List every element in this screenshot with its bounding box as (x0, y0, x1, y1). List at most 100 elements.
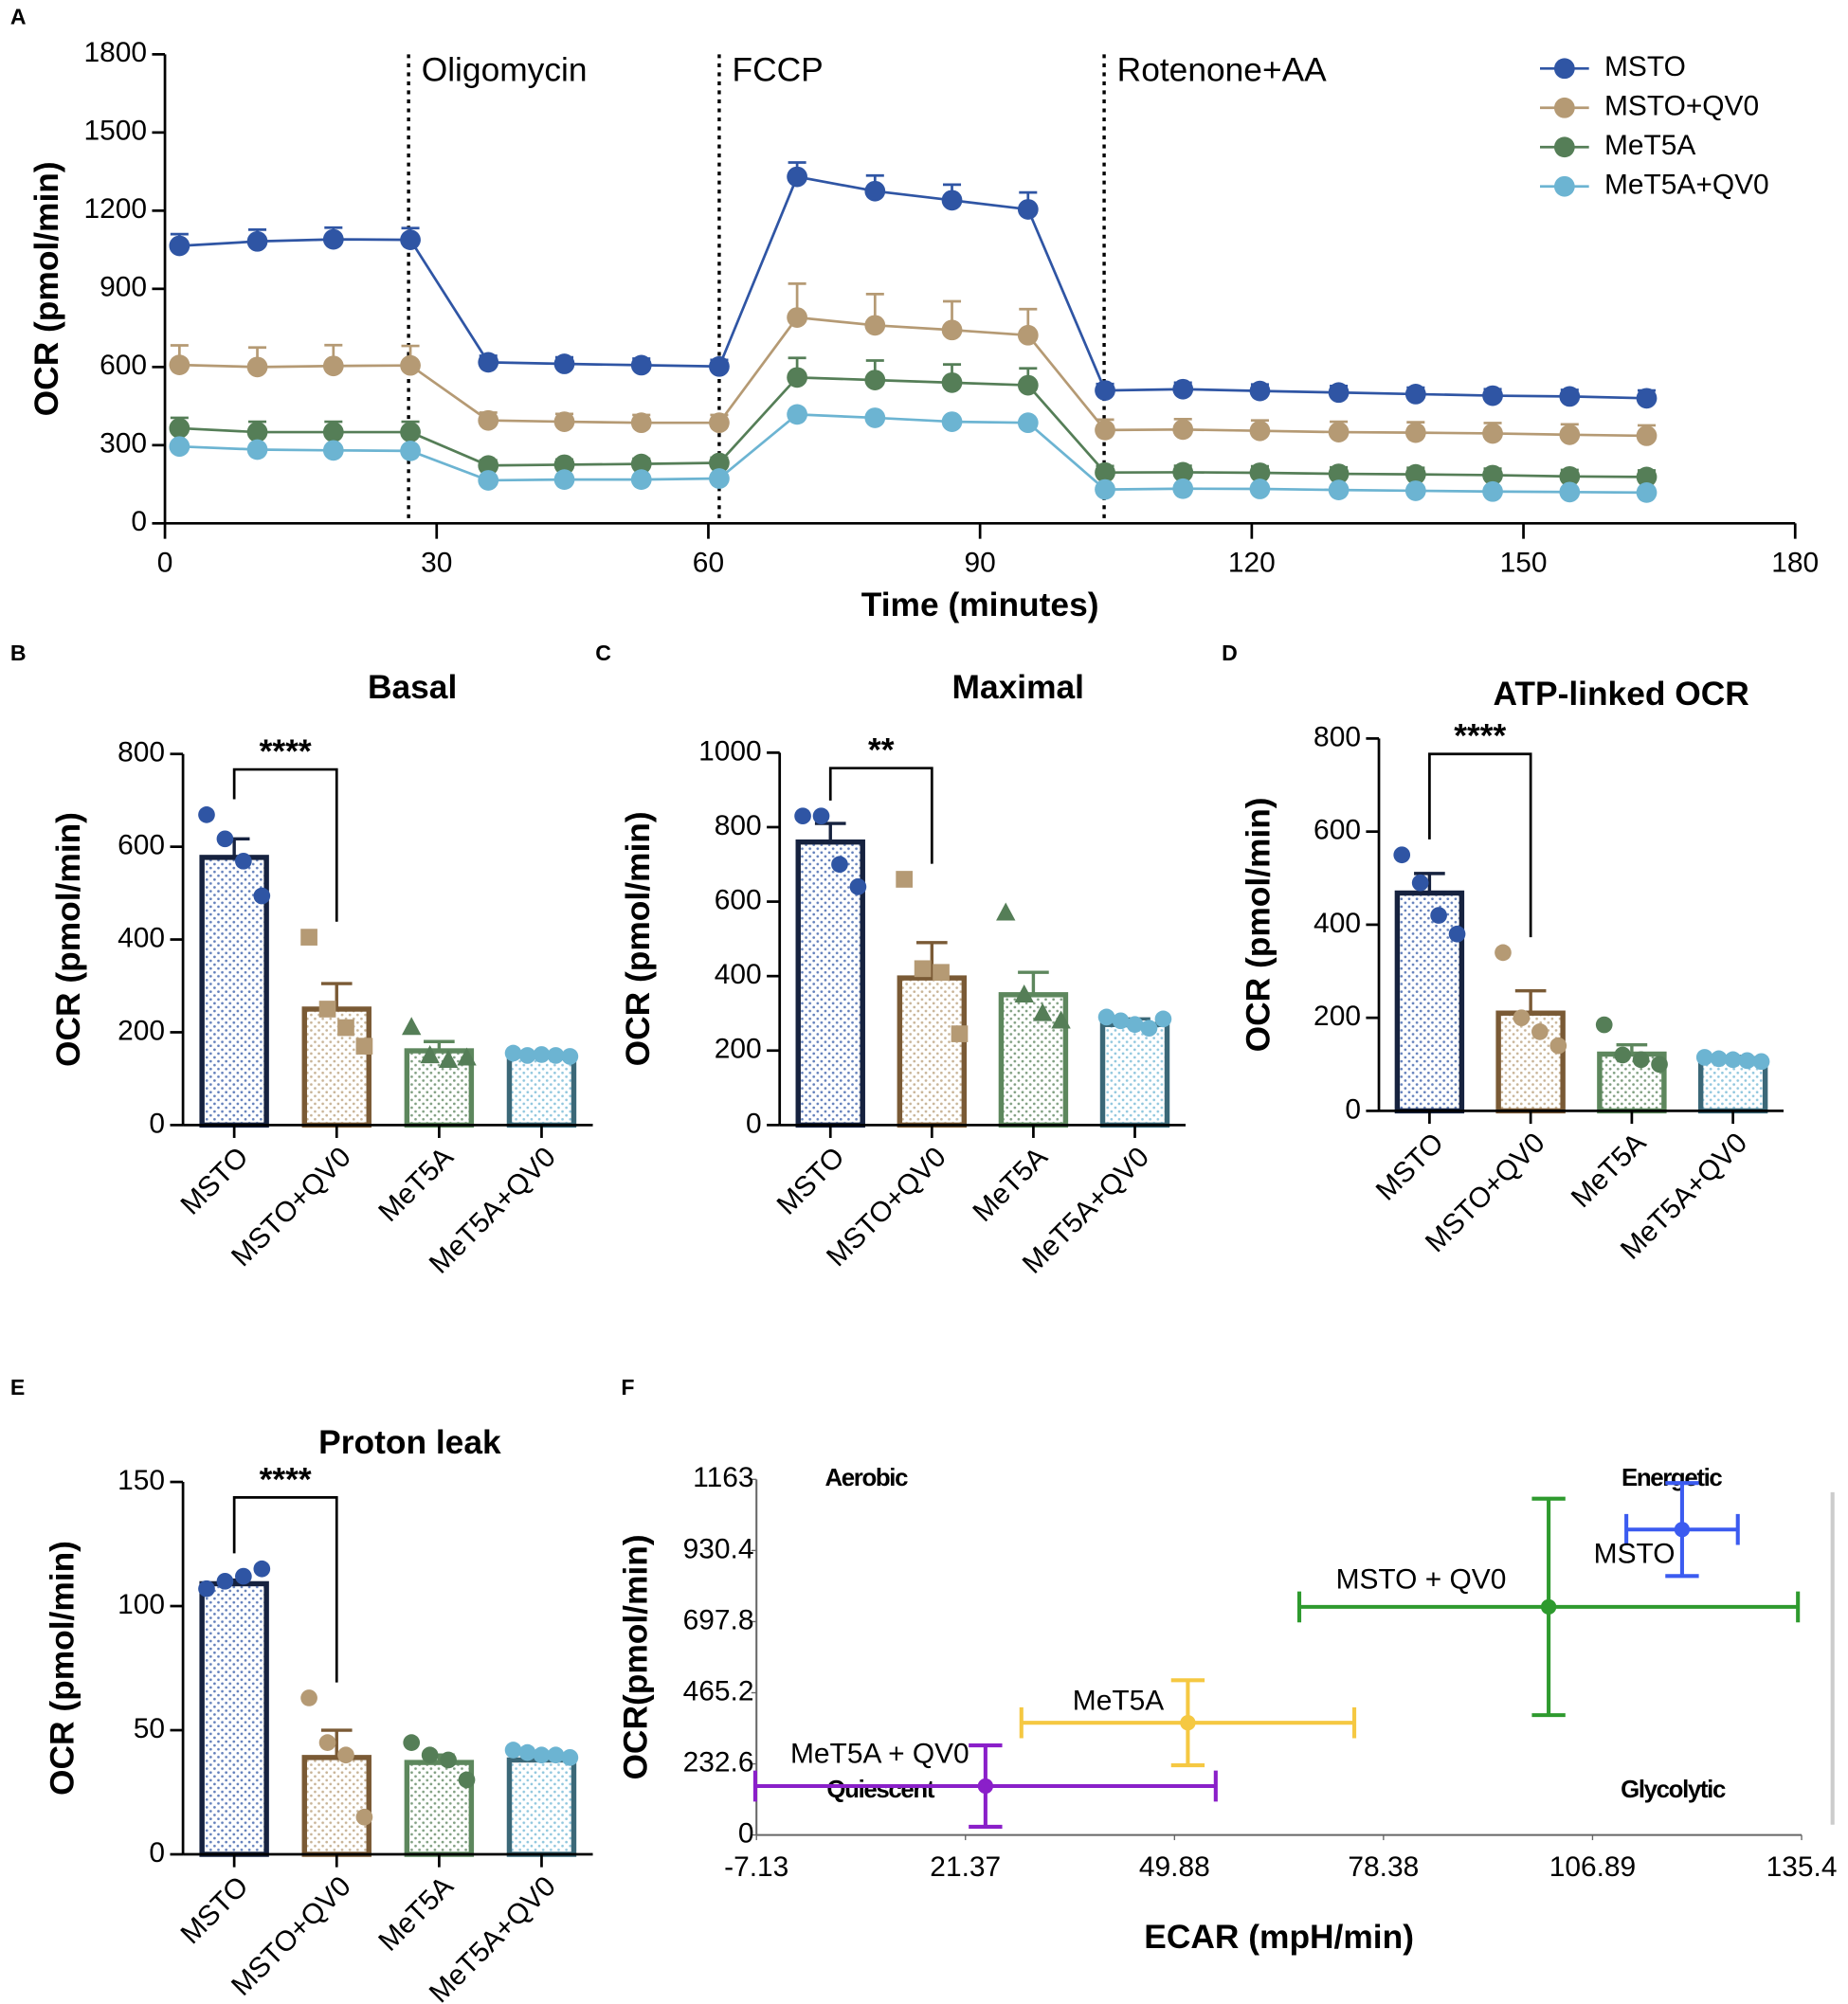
data-point (1051, 1010, 1071, 1029)
y-tick-label: 200 (1314, 1001, 1361, 1032)
data-point (337, 1019, 354, 1037)
data-point (787, 307, 807, 328)
x-tick-label: MSTO (175, 1870, 255, 1950)
y-tick-label: 200 (715, 1034, 762, 1065)
error-bar (320, 982, 353, 1009)
data-point (941, 190, 963, 211)
error-bar (916, 941, 948, 979)
data-point (1559, 386, 1581, 407)
data-point (478, 409, 499, 431)
data-point (216, 830, 234, 848)
data-point (547, 1047, 565, 1064)
panel-label: E (10, 1375, 25, 1399)
significance-bracket (1428, 752, 1532, 938)
y-tick-label: 697.8 (683, 1604, 754, 1635)
data-point (1095, 478, 1115, 500)
y-tick-label: 1163 (693, 1462, 753, 1493)
bar (1394, 890, 1465, 1114)
data-point (400, 422, 421, 442)
chart-title: ATP-linked OCR (1494, 676, 1749, 713)
data-point (1559, 465, 1581, 487)
data-point (1154, 1010, 1172, 1028)
quadrant-label: Aerobic (824, 1465, 908, 1491)
data-point (478, 352, 499, 373)
data-point (400, 440, 421, 461)
data-point (864, 315, 886, 336)
x-tick-label: 120 (1228, 548, 1276, 579)
data-point (951, 1025, 969, 1042)
series-line (179, 175, 1647, 400)
data-point (1448, 925, 1466, 943)
data-point (400, 229, 421, 251)
data-point (438, 1049, 459, 1068)
data-point (794, 807, 811, 825)
data-point (1549, 1037, 1567, 1055)
data-point (1393, 846, 1411, 864)
data-point (1674, 1522, 1691, 1538)
significance-label: ** (868, 732, 895, 769)
data-point (941, 371, 963, 393)
legend-label: MSTO (1604, 51, 1686, 82)
data-point (246, 439, 268, 460)
data-point (1249, 420, 1271, 442)
data-point (1710, 1050, 1728, 1068)
data-point (253, 887, 271, 905)
point-label: MeT5A (1073, 1685, 1164, 1716)
significance-label: **** (1454, 718, 1506, 755)
y-tick-label: 930.4 (683, 1533, 754, 1564)
y-tick-label: 0 (746, 1108, 762, 1139)
data-point (1724, 1051, 1742, 1069)
data-point (322, 228, 344, 250)
significance-bracket (232, 767, 338, 922)
error-bar (1018, 970, 1049, 995)
data-point (1095, 419, 1115, 441)
chart-title: Maximal (952, 669, 1084, 706)
data-point (246, 422, 268, 442)
data-point (1172, 419, 1194, 441)
significance-bracket (232, 1495, 338, 1683)
data-point (1112, 1012, 1130, 1030)
data-point (1172, 478, 1194, 499)
data-point (630, 469, 652, 491)
data-point (401, 1017, 422, 1036)
data-point (420, 1045, 440, 1064)
y-tick-label: 0 (738, 1818, 754, 1850)
data-point (1032, 1002, 1053, 1021)
bar (301, 1006, 371, 1128)
x-axis-label: Time (minutes) (861, 587, 1099, 623)
data-point (1404, 463, 1426, 485)
panel-label: B (10, 641, 27, 665)
data-point (709, 452, 730, 474)
y-tick-label: 900 (100, 272, 147, 303)
data-point (1328, 479, 1350, 501)
y-tick-label: 465.2 (683, 1675, 754, 1706)
data-point (630, 453, 652, 475)
data-point (533, 1046, 551, 1063)
data-point (235, 1567, 252, 1585)
data-point (518, 1743, 536, 1761)
point-label: MSTO + QV0 (1336, 1564, 1507, 1596)
data-point (1636, 425, 1658, 446)
data-point (547, 1746, 565, 1764)
data-point (504, 1742, 522, 1759)
data-point (849, 878, 867, 895)
x-axis-label: ECAR (mpH/min) (1144, 1919, 1414, 1956)
y-tick-label: 150 (118, 1465, 165, 1496)
data-point (1172, 378, 1194, 400)
data-point (216, 1572, 234, 1590)
x-tick-label: 60 (693, 548, 724, 579)
x-tick-label: 0 (157, 548, 173, 579)
data-point (1738, 1052, 1756, 1070)
data-point (1017, 374, 1039, 396)
y-tick-label: 600 (715, 884, 762, 915)
error-bar (1616, 1042, 1648, 1055)
data-point (1636, 481, 1658, 503)
data-point (457, 1047, 477, 1066)
data-point (1614, 1046, 1632, 1064)
data-point (941, 411, 963, 432)
data-point (198, 1580, 215, 1598)
data-point (561, 1749, 579, 1766)
data-point (1404, 384, 1426, 405)
data-point (1540, 1598, 1557, 1616)
point-label: MeT5A + QV0 (790, 1738, 969, 1769)
